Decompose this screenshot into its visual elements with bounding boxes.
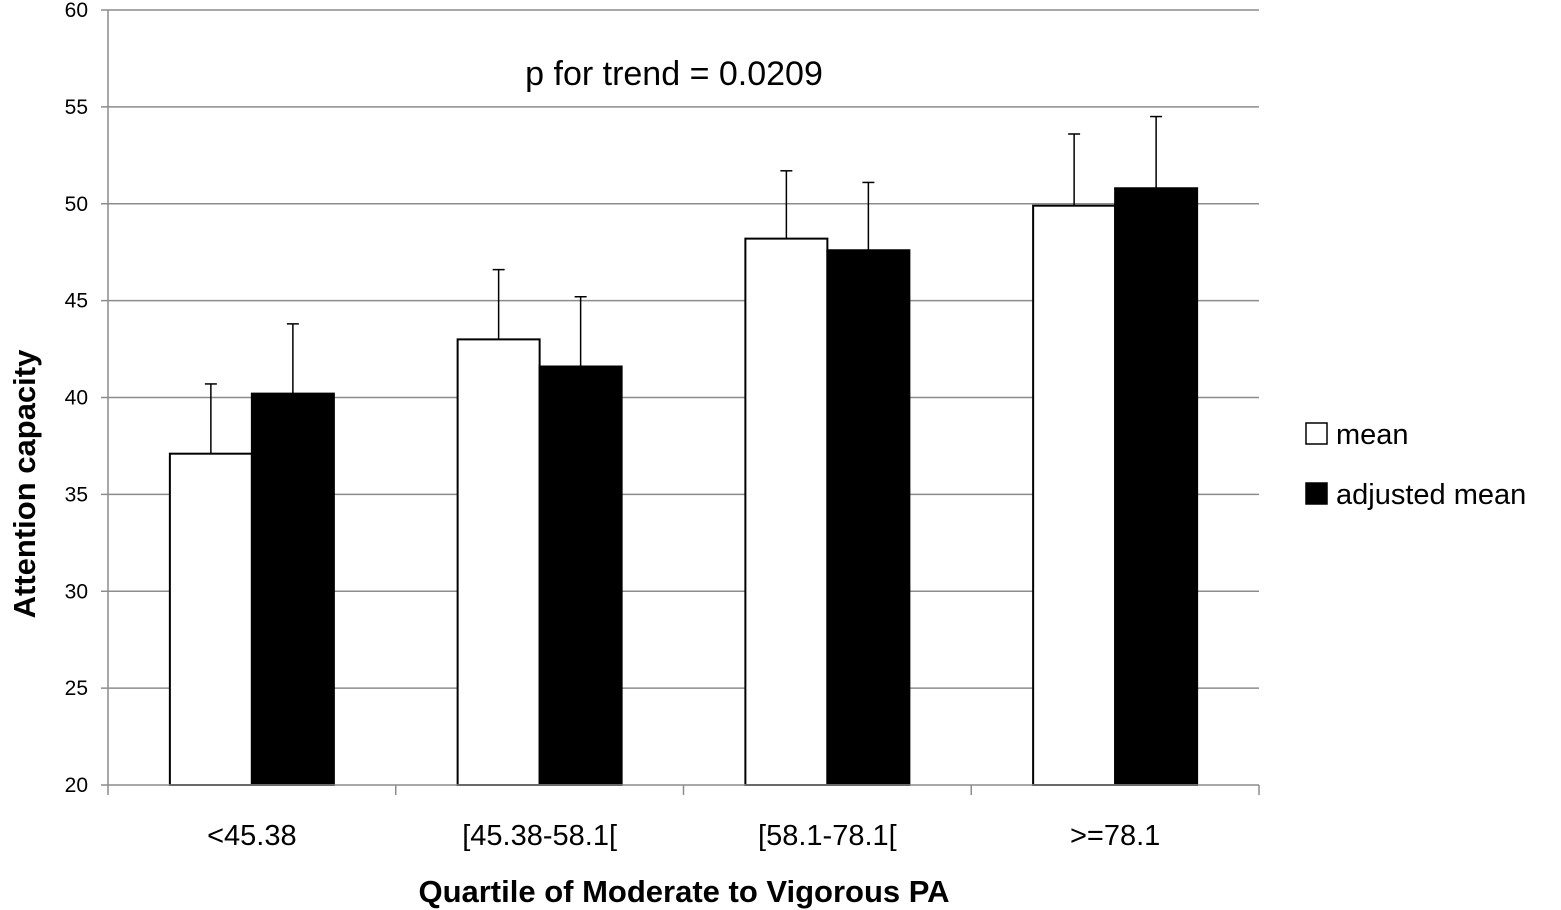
y-tick-label: 40 [65,387,88,410]
legend-label: mean [1336,419,1409,451]
bar-adjusted-mean [538,365,623,786]
bar-adjusted-mean [250,392,335,786]
y-tick-labels: 20 25 30 35 40 45 50 55 60 [65,0,88,797]
y-tick-label: 45 [65,290,88,313]
bar-mean [168,452,253,786]
y-axis-title: Attention capacity [7,349,42,618]
legend: mean adjusted mean [1305,419,1526,511]
x-tick-label: >=78.1 [1070,820,1160,852]
y-tick-label: 25 [65,677,88,700]
y-tick-label: 30 [65,580,88,603]
x-tick-label: <45.38 [207,820,297,852]
legend-swatch-mean [1305,422,1328,445]
legend-swatch-adjusted-mean [1305,482,1328,505]
bar-mean [744,237,829,786]
legend-label: adjusted mean [1336,479,1526,511]
bar-mean [1032,204,1117,786]
y-tick-label: 55 [65,96,88,119]
x-tick-label: [58.1-78.1[ [758,820,897,852]
y-tick-label: 50 [65,193,88,216]
x-tick-label: [45.38-58.1[ [462,820,617,852]
bar-mean [456,338,541,786]
y-tick-label: 60 [65,0,88,22]
error-bars [204,115,1163,454]
bar-adjusted-mean [1114,187,1199,786]
annotation: p for trend = 0.0209 [525,55,823,93]
bar-adjusted-mean [826,249,911,786]
axes [107,10,1260,795]
bars [168,187,1199,786]
y-tick-label: 35 [65,483,88,506]
x-tick-labels: <45.38 [45.38-58.1[ [58.1-78.1[ >=78.1 [207,820,1160,852]
x-axis-title: Quartile of Moderate to Vigorous PA [418,874,949,909]
y-tick-label: 20 [65,774,88,797]
